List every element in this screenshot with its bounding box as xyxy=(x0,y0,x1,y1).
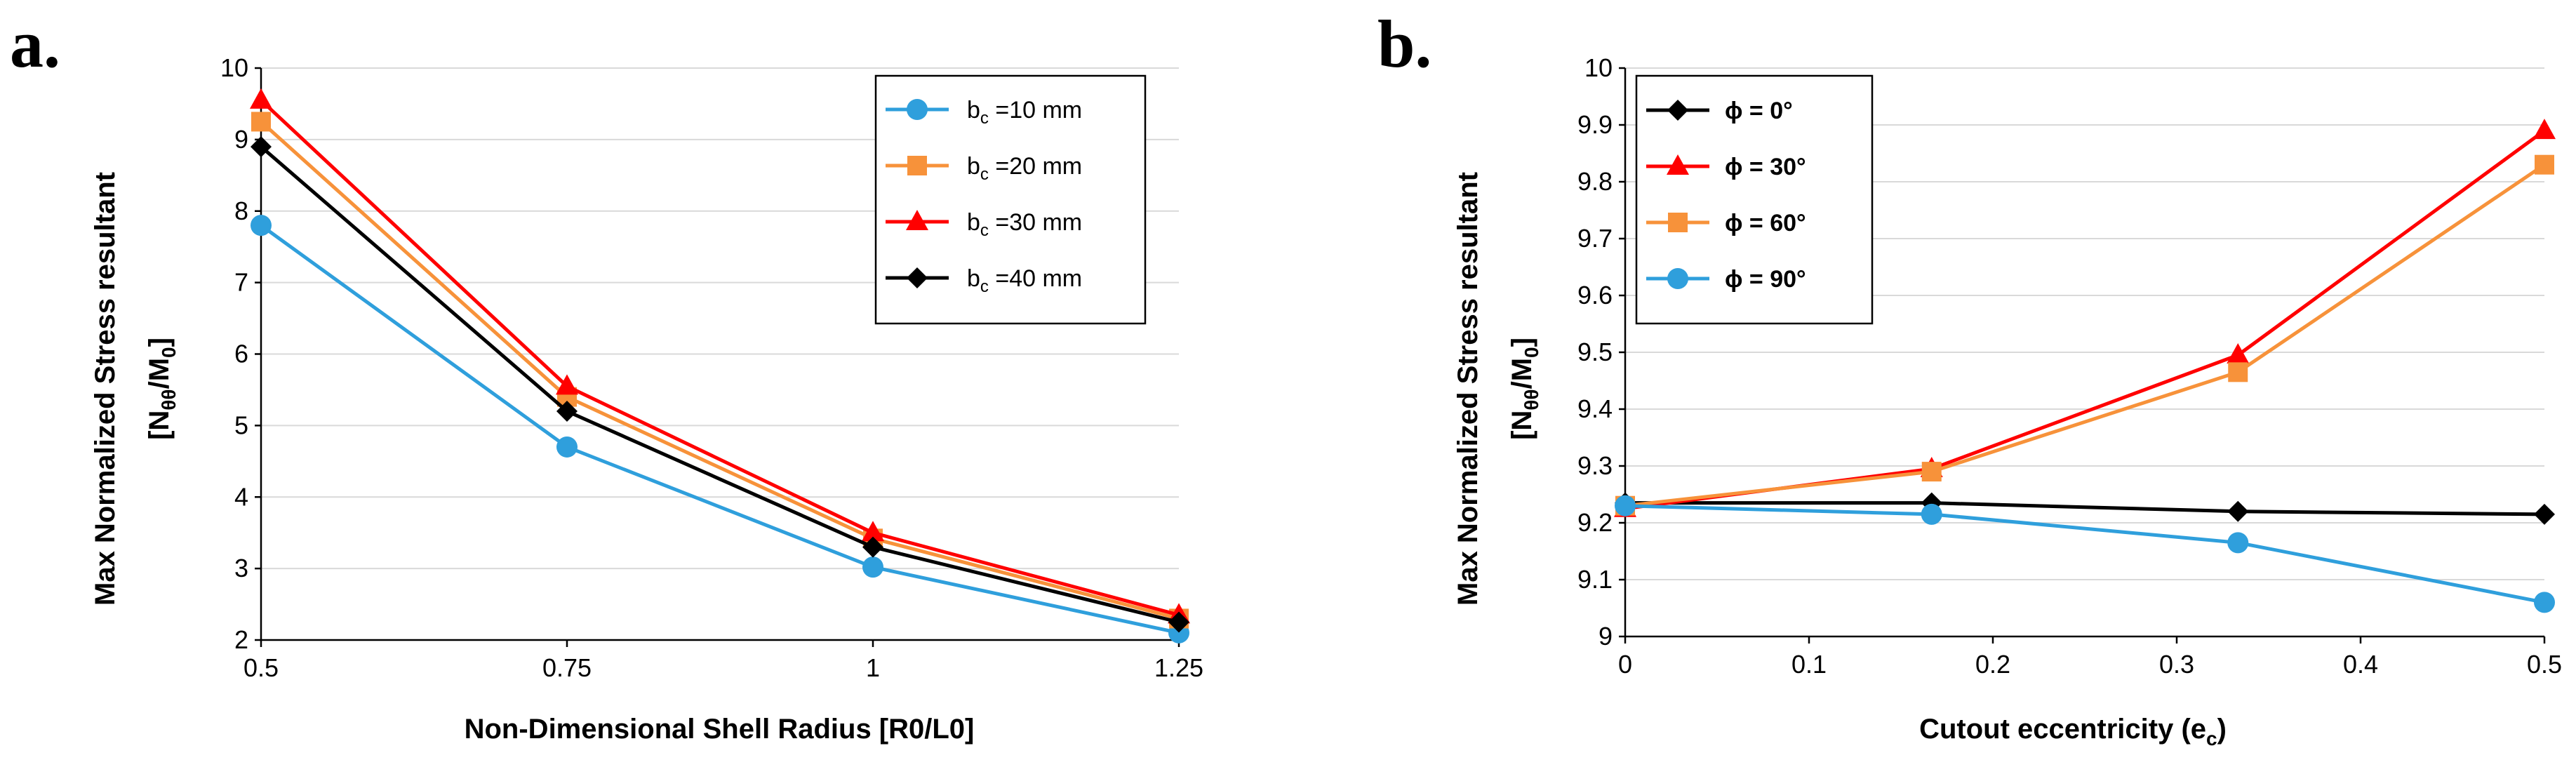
panel-a-data-point xyxy=(862,521,884,542)
panel-a-x-tick-label: 1.25 xyxy=(1154,653,1203,682)
panel-b-x-tick-label: 0.4 xyxy=(2343,650,2378,679)
panel-b-series-line xyxy=(1625,501,2545,516)
panel-a-data-point xyxy=(862,556,883,578)
panel-a: a. 2 3 4 5 6 7 8 9 10 0.5 0.75 1 1.25 Max Normalize… xyxy=(10,6,1203,745)
panel-b-series-line xyxy=(1624,504,2545,604)
panel-a-x-tick-label: 0.75 xyxy=(542,653,592,682)
panel-b-y-tick-label: 9.2 xyxy=(1577,508,1613,537)
panel-a-data-point xyxy=(556,374,578,395)
panel-b: b. 9 9.1 9.2 9.3 9.4 9.5 9.6 9.7 9.8 9.9 10 0 0.1 0.… xyxy=(1377,6,2562,749)
panel-a-x-ticks: 0.5 0.75 1 1.25 xyxy=(243,653,1203,682)
panel-b-y-ticks: 9 9.1 9.2 9.3 9.4 9.5 9.6 9.7 9.8 9.9 10 xyxy=(1577,53,1613,651)
panel-a-data-point xyxy=(556,401,578,422)
panel-b-legend-label: ϕ = 60° xyxy=(1725,210,1806,236)
panel-b-y-tick-label: 10 xyxy=(1584,53,1613,82)
panel-a-legend-marker xyxy=(907,99,928,120)
panel-b-data-point xyxy=(2227,532,2249,554)
panel-b-y-tick-label: 9.6 xyxy=(1577,281,1613,309)
panel-a-series-line xyxy=(260,99,1180,617)
panel-a-y-tick-label: 6 xyxy=(234,340,248,368)
panel-b-x-tick-label: 0 xyxy=(1618,650,1632,679)
panel-a-data-point xyxy=(862,536,883,558)
panel-b-data-point xyxy=(1921,503,1942,525)
panel-a-data-point xyxy=(251,112,271,132)
panel-a-series-line xyxy=(260,224,1180,635)
panel-b-y-axis-title-line1: Max Normalized Stress resultant xyxy=(1453,172,1483,606)
panel-b-data-point xyxy=(2534,592,2555,613)
panel-a-x-tick-label: 1 xyxy=(866,653,880,682)
panel-a-x-tick-label: 0.5 xyxy=(243,653,279,682)
panel-b-y-tick-label: 9.4 xyxy=(1577,394,1613,423)
panel-a-y-tick-label: 8 xyxy=(234,196,248,225)
panel-b-legend-label: ϕ = 30° xyxy=(1725,154,1806,180)
panel-b-series-line xyxy=(1624,163,2546,508)
panel-b-series xyxy=(1614,119,2556,613)
panel-a-y-tick-label: 10 xyxy=(220,53,248,82)
panel-a-data-point xyxy=(1168,611,1189,633)
panel-a-legend-label: bc =10 mm xyxy=(967,97,1082,128)
panel-b-x-ticks: 0 0.1 0.2 0.3 0.4 0.5 xyxy=(1618,650,2562,679)
panel-b-legend: ϕ = 0° ϕ = 30° ϕ = 60° ϕ = 90° xyxy=(1635,74,1874,325)
panel-a-y-axis-title-line2: [Nθθ/M0] xyxy=(144,338,180,440)
panel-b-y-tick-label: 9.8 xyxy=(1577,167,1613,196)
panel-a-series-line xyxy=(260,120,1180,620)
panel-b-x-tick-label: 0.3 xyxy=(2159,650,2194,679)
panel-a-y-ticks: 2 3 4 5 6 7 8 9 10 xyxy=(220,53,248,654)
panel-a-x-axis-title: Non-Dimensional Shell Radius [R0/L0] xyxy=(465,714,975,745)
panel-b-y-axis-title-line2: [Nθθ/M0] xyxy=(1507,338,1542,440)
panel-a-label: a. xyxy=(10,6,60,81)
panel-a-legend-label: bc =30 mm xyxy=(967,209,1082,240)
panel-b-label: b. xyxy=(1377,6,1432,81)
panel-a-legend-label: bc =20 mm xyxy=(967,153,1082,184)
panel-a-legend: bc =10 mm bc =20 mm bc =30 mm bc =40 mm xyxy=(874,74,1147,325)
panel-b-y-tick-label: 9 xyxy=(1599,622,1613,651)
panel-a-y-tick-label: 3 xyxy=(234,554,248,582)
panel-a-data-point xyxy=(251,136,272,158)
panel-b-x-tick-label: 0.5 xyxy=(2527,650,2562,679)
panel-b-y-tick-label: 9.7 xyxy=(1577,224,1613,253)
panel-b-data-point xyxy=(2228,362,2248,382)
panel-b-y-tick-label: 9.5 xyxy=(1577,338,1613,366)
panel-b-legend-marker xyxy=(1667,100,1688,121)
panel-a-legend-marker xyxy=(907,267,928,288)
panel-b-y-tick-label: 9.9 xyxy=(1577,110,1613,139)
panel-a-y-axis-title-line1: Max Normalized Stress resultant xyxy=(90,172,121,606)
panel-a-data-point xyxy=(250,88,272,109)
panel-b-x-axis-title: Cutout eccentricity (ec) xyxy=(1919,714,2227,749)
panel-a-legend-marker xyxy=(907,156,927,175)
panel-b-legend-label: ϕ = 90° xyxy=(1725,266,1806,293)
panel-a-data-point xyxy=(251,215,272,236)
panel-b-x-tick-label: 0.1 xyxy=(1791,650,1827,679)
panel-a-y-tick-label: 4 xyxy=(234,482,248,511)
panel-b-legend-label: ϕ = 0° xyxy=(1725,98,1793,124)
panel-b-legend-marker xyxy=(1668,213,1688,232)
panel-b-data-point xyxy=(2534,503,2555,525)
panel-b-legend-marker xyxy=(1667,154,1689,175)
panel-b-data-point xyxy=(2535,154,2554,175)
panel-b-y-tick-label: 9.1 xyxy=(1577,565,1613,594)
panel-a-y-tick-label: 9 xyxy=(234,125,248,154)
panel-a-legend-marker xyxy=(906,210,928,230)
panel-b-data-point xyxy=(2227,343,2250,364)
panel-b-legend-marker xyxy=(1667,268,1688,289)
panel-a-series-line xyxy=(260,145,1180,624)
panel-b-data-point xyxy=(1615,495,1636,516)
panel-a-data-point xyxy=(556,436,578,458)
panel-a-y-tick-label: 2 xyxy=(234,625,248,654)
panel-b-data-point xyxy=(1921,462,1942,482)
panel-a-y-tick-label: 7 xyxy=(234,268,248,297)
panel-b-data-point xyxy=(2533,119,2556,140)
panel-a-y-tick-label: 5 xyxy=(234,411,248,439)
panel-b-y-tick-label: 9.3 xyxy=(1577,451,1613,480)
panel-a-series xyxy=(250,88,1190,644)
panel-b-x-tick-label: 0.2 xyxy=(1975,650,2010,679)
panel-b-data-point xyxy=(2227,500,2249,522)
panel-a-legend-label: bc =40 mm xyxy=(967,265,1082,296)
